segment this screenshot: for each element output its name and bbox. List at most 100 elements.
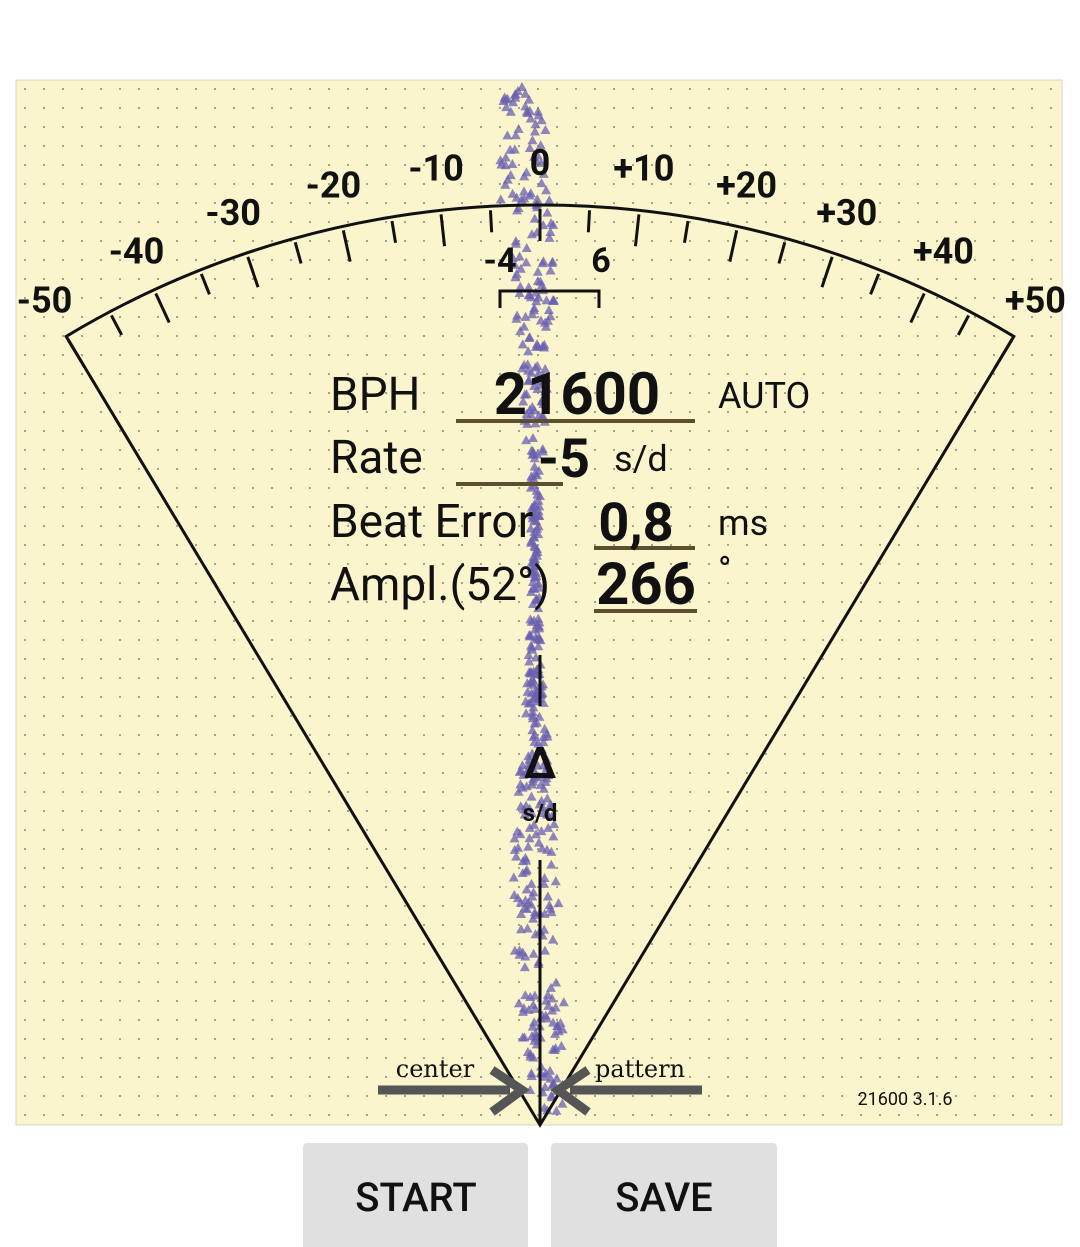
beat-marker [539, 945, 550, 955]
beat-marker [522, 359, 533, 369]
beat-marker [509, 889, 520, 899]
beat-marker [521, 257, 532, 267]
beat-marker [529, 615, 540, 625]
beat-marker [551, 1105, 562, 1115]
beat-marker [523, 698, 534, 708]
beat-marker [513, 123, 524, 133]
button-bg [551, 1143, 777, 1247]
beat-marker [498, 95, 509, 105]
beat-marker [551, 1073, 562, 1083]
beat-marker [533, 603, 544, 613]
beat-marker [527, 725, 538, 735]
beat-marker [518, 396, 529, 406]
beat-marker [541, 185, 552, 195]
beat-marker [530, 929, 541, 939]
beat-marker [525, 113, 536, 123]
delta-symbol: Δ [524, 737, 556, 789]
beat-marker [513, 998, 524, 1008]
beat-marker [511, 851, 522, 861]
beat-marker [527, 599, 538, 609]
beat-marker [500, 179, 511, 189]
scale-label: -40 [109, 231, 165, 273]
beat-marker [558, 997, 569, 1007]
beat-marker [520, 101, 531, 111]
button-label: SAVE [615, 1174, 713, 1221]
beat-marker [541, 295, 552, 305]
beat-marker [547, 295, 558, 305]
beat-marker [542, 770, 553, 780]
beat-marker [495, 155, 506, 165]
beat-marker [527, 710, 538, 720]
beat-marker [535, 315, 546, 325]
beat-marker [518, 804, 529, 814]
beat-marker [515, 829, 526, 839]
readout-label: Rate [330, 431, 423, 485]
beat-marker [526, 563, 537, 573]
beat-marker [509, 844, 520, 854]
beat-marker [502, 174, 513, 184]
dial-tick [869, 273, 881, 295]
center-arrow: center [378, 1055, 530, 1116]
beat-marker [522, 1046, 533, 1056]
dial-tick [439, 214, 447, 247]
beat-marker [514, 251, 525, 261]
beat-marker [545, 982, 556, 992]
beat-marker [523, 346, 534, 356]
dial-tick [154, 292, 171, 324]
window-label: 6 [591, 241, 611, 281]
save-button[interactable]: SAVE [551, 1143, 777, 1247]
dial-tick [199, 273, 211, 295]
dial-tick [909, 292, 926, 324]
scale-label: -50 [17, 279, 73, 321]
beat-marker [547, 256, 558, 266]
readout-unit: s/d [614, 438, 668, 480]
button-label: START [355, 1174, 476, 1221]
start-button[interactable]: START [303, 1143, 528, 1247]
version: 21600 3.1.6 [858, 1089, 953, 1110]
beat-marker [495, 194, 506, 204]
beat-marker [545, 265, 556, 275]
arrow-label: center [396, 1055, 475, 1083]
readout-unit: ° [718, 549, 731, 591]
beat-marker [543, 1000, 554, 1010]
beat-marker [519, 902, 530, 912]
beat-marker [527, 891, 538, 901]
scale-label: -10 [408, 148, 464, 190]
beat-marker [538, 737, 549, 747]
beat-marker [536, 379, 547, 389]
dial: -50 -40 -30 -20 -10 0 +10 +20 +30 +40 +50 -4 6 [17, 142, 1066, 1128]
beat-marker [515, 263, 526, 273]
beat-marker [546, 993, 557, 1003]
beat-marker [538, 256, 549, 266]
beat-marker [525, 630, 536, 640]
beat-marker [522, 767, 533, 777]
beat-marker [508, 872, 519, 882]
readout-value: -5 [538, 428, 590, 491]
beat-marker [516, 82, 527, 92]
beat-marker [528, 948, 539, 958]
scale-label: +30 [816, 192, 877, 234]
beat-marker [531, 634, 542, 644]
beat-marker [540, 1068, 551, 1078]
beat-marker [541, 372, 552, 382]
beat-marker [534, 772, 545, 782]
beat-marker [537, 802, 548, 812]
dial-tick [682, 220, 690, 243]
dial-tick [390, 220, 398, 243]
beat-marker [527, 644, 538, 654]
dial-tick [586, 210, 592, 233]
beat-marker [528, 531, 539, 541]
beat-marker [537, 395, 548, 405]
readout-unit: ms [718, 502, 768, 544]
beat-marker [540, 1010, 551, 1020]
pattern-arrow: pattern [550, 1055, 702, 1116]
beat-marker [542, 793, 553, 803]
readout-value: 0,8 [598, 492, 673, 555]
beat-marker [533, 110, 544, 120]
beat-marker [524, 142, 535, 152]
scale-label: +10 [613, 148, 674, 190]
beat-marker [520, 866, 531, 876]
beat-marker [505, 144, 516, 154]
beat-marker [523, 751, 534, 761]
